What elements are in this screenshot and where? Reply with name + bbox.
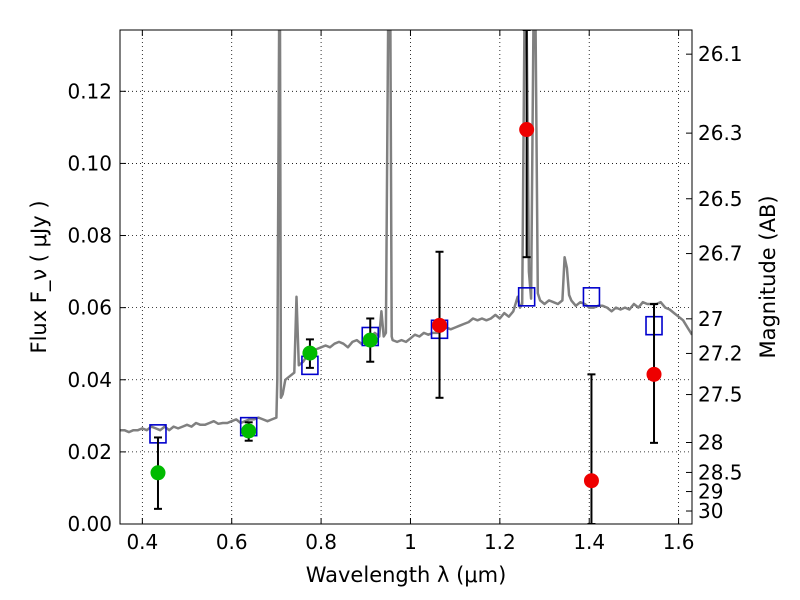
x-tick-label: 1.6 [663, 530, 695, 554]
x-tick-label: 1 [404, 530, 417, 554]
x-tick-label: 0.4 [126, 530, 158, 554]
y-tick-label: 0.12 [67, 79, 112, 103]
right-tick-label: 26.7 [698, 242, 743, 266]
y-axis-label: Flux F_ν ( μJy ) [27, 200, 52, 353]
x-axis: 0.4 0.6 0.8 1 1.2 1.4 1.6 [126, 30, 695, 554]
nondetection-point [519, 122, 535, 138]
nondetection-point [646, 366, 662, 382]
right-tick-label: 26.5 [698, 187, 743, 211]
right-tick-label: 28.5 [698, 460, 743, 484]
right-axis-label: Magnitude (AB) [756, 195, 780, 358]
x-tick-label: 1.2 [484, 530, 516, 554]
nondetection-point [432, 317, 448, 333]
y-tick-label: 0.08 [67, 224, 112, 248]
y-tick-label: 0.04 [67, 368, 112, 392]
right-tick-label: 26.1 [698, 42, 743, 66]
y-tick-label: 0.00 [67, 512, 112, 536]
detection-point [362, 332, 378, 348]
y-tick-label: 0.06 [67, 296, 112, 320]
nondetection-point [583, 473, 599, 489]
right-tick-label: 29 [698, 480, 723, 504]
plot-frame [119, 29, 693, 525]
model-photometry-square [582, 287, 601, 307]
detection-point [150, 465, 166, 481]
y-tick-label: 0.10 [67, 151, 112, 175]
right-tick-label: 27 [698, 307, 723, 331]
y-axis-left: 0.00 0.02 0.04 0.06 0.08 0.10 0.12 [67, 79, 126, 536]
right-tick-label: 27.2 [698, 341, 743, 365]
right-tick-label: 26.3 [698, 121, 743, 145]
x-tick-label: 1.4 [573, 530, 605, 554]
detection-point [241, 423, 257, 439]
model-photometry-square [517, 287, 536, 307]
y-tick-label: 0.02 [67, 440, 112, 464]
right-tick-label: 27.5 [698, 383, 743, 407]
photometry-layer [149, 30, 663, 524]
detection-point [302, 345, 318, 361]
right-tick-label: 28 [698, 431, 723, 455]
right-tick-label: 30 [698, 499, 723, 523]
x-tick-label: 0.6 [216, 530, 248, 554]
x-axis-label: Wavelength λ (μm) [306, 563, 507, 587]
x-tick-label: 0.8 [305, 530, 337, 554]
